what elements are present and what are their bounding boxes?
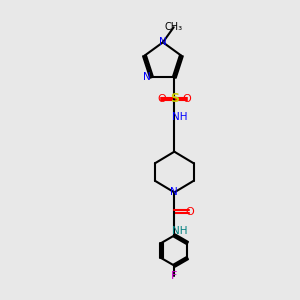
Text: O: O <box>157 94 166 104</box>
Text: F: F <box>171 272 178 281</box>
Text: S: S <box>170 92 179 105</box>
Text: CH₃: CH₃ <box>165 22 183 32</box>
Text: N: N <box>170 188 178 197</box>
Text: NH: NH <box>172 112 188 122</box>
Text: O: O <box>183 94 192 104</box>
Text: N: N <box>143 72 151 82</box>
Text: O: O <box>185 207 194 217</box>
Text: NH: NH <box>172 226 188 236</box>
Text: N: N <box>159 37 167 47</box>
